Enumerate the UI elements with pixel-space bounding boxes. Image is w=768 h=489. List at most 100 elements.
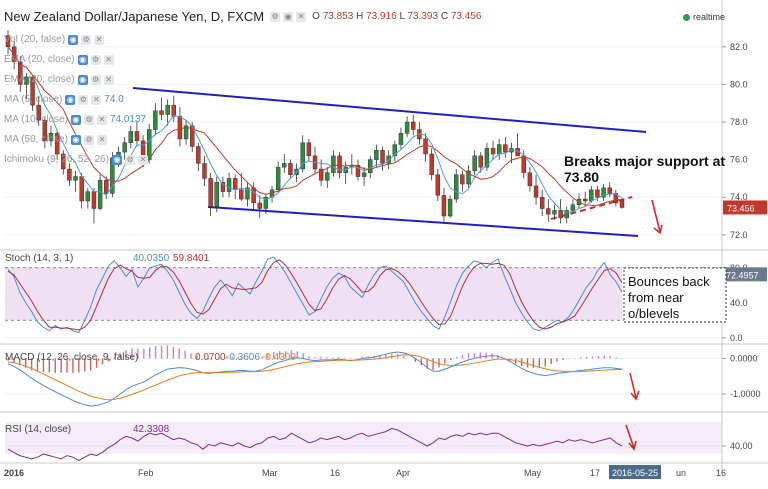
indicator-label: MA (50, close) xyxy=(4,134,68,145)
candle-body xyxy=(533,185,539,198)
gear-icon[interactable]: ⚙ xyxy=(78,94,89,105)
close-icon[interactable]: ✕ xyxy=(103,54,114,65)
gear-icon[interactable]: ⚙ xyxy=(90,54,101,65)
indicator-value: 74.0137 xyxy=(109,114,147,125)
eye-icon[interactable]: ◉ xyxy=(70,114,81,125)
eye-icon[interactable]: ◉ xyxy=(77,74,88,85)
candle-body xyxy=(257,202,262,209)
macd-line xyxy=(7,351,623,407)
arrow-down-icon xyxy=(629,372,637,399)
close-icon[interactable]: ✕ xyxy=(103,74,114,85)
time-tick-label: 16 xyxy=(330,468,340,478)
close-icon[interactable]: ✕ xyxy=(91,94,102,105)
gear-icon[interactable]: ⚙ xyxy=(125,154,136,165)
indicator-row[interactable]: Vol (20, false) ◉ ⚙ ✕ xyxy=(4,34,105,45)
eye-icon[interactable]: ◉ xyxy=(65,94,76,105)
eye-icon[interactable]: ◉ xyxy=(70,134,81,145)
live-dot-icon xyxy=(683,13,690,21)
candle-body xyxy=(570,204,576,211)
eye-icon[interactable]: ◉ xyxy=(112,154,123,165)
indicator-row[interactable]: MA (10, close) ◉ ⚙ ✕ 74.0137 xyxy=(4,114,146,125)
candle-body xyxy=(79,176,84,202)
candle-body xyxy=(460,174,465,185)
candle-body xyxy=(97,180,103,209)
candle-body xyxy=(18,61,23,85)
gear-icon[interactable]: ⚙ xyxy=(81,34,92,45)
candles xyxy=(5,29,625,224)
time-tick-label: Mar xyxy=(262,468,278,478)
candle-body xyxy=(619,199,625,208)
indicator-row[interactable]: EMA (20, close) ◉ ⚙ ✕ xyxy=(4,74,114,85)
candle-body xyxy=(429,153,434,175)
gear-icon[interactable]: ⚙ xyxy=(90,74,101,85)
candle-body xyxy=(558,210,563,219)
indicator-lines xyxy=(7,256,623,461)
candle-body xyxy=(128,131,134,143)
candle-body xyxy=(177,116,183,140)
realtime-label: realtime xyxy=(693,12,726,22)
rsi-line xyxy=(7,427,623,461)
candle-body xyxy=(355,165,361,177)
candle-body xyxy=(36,104,41,121)
candle-body xyxy=(288,163,293,175)
candle-body xyxy=(232,178,238,190)
axis-tick-label: 40.0 xyxy=(730,298,748,308)
chart-title: New Zealand Dollar/Japanese Yen, D, FXCM xyxy=(4,9,265,24)
arrow-down-icon xyxy=(630,390,640,401)
indicator-row[interactable]: MA (50, close) ◉ ⚙ ✕ xyxy=(4,134,107,145)
open-key: O xyxy=(312,11,320,22)
candle-body xyxy=(478,155,483,168)
candle-body xyxy=(595,189,600,198)
candle-body xyxy=(325,172,330,181)
candle-body xyxy=(122,142,127,153)
rsi-value: 42.3308 xyxy=(133,424,170,435)
gear-icon[interactable]: ⚙ xyxy=(83,134,94,145)
candle-body xyxy=(91,191,97,209)
candle-body xyxy=(380,150,385,164)
candle-body xyxy=(386,155,391,164)
candle-body xyxy=(411,121,416,130)
candle-body xyxy=(613,193,619,204)
indicator-row[interactable]: EMA (20, close) ◉ ⚙ ✕ xyxy=(4,54,114,65)
arrow-down-icon xyxy=(651,199,661,233)
candle-body xyxy=(539,197,545,209)
candle-body xyxy=(73,176,78,181)
candle-body xyxy=(454,174,459,200)
candle-body xyxy=(85,191,91,202)
annotation-arrows xyxy=(625,199,663,451)
indicator-row[interactable]: Ichimoku (9, 26, 52, 26) ◉ ⚙ ✕ xyxy=(4,154,149,165)
close-icon[interactable]: ✕ xyxy=(96,134,107,145)
candle-body xyxy=(300,142,305,170)
candle-body xyxy=(466,170,471,185)
candle-body xyxy=(441,195,447,217)
axis-tick-label: 82.0 xyxy=(730,42,748,52)
candle-body xyxy=(24,76,29,85)
gear-icon[interactable]: ⚙ xyxy=(83,114,94,125)
rsi-label: RSI (14, close) xyxy=(5,424,71,435)
candle-body xyxy=(214,181,219,207)
time-tick-label: un xyxy=(676,468,686,478)
candle-body xyxy=(282,163,287,168)
candle-body xyxy=(134,131,140,142)
ma5-line xyxy=(7,46,623,213)
last-price-tag xyxy=(723,200,767,215)
close-icon[interactable]: ✕ xyxy=(138,154,149,165)
eye-icon[interactable]: ◉ xyxy=(77,54,88,65)
support-annotation-line1: Breaks major support at xyxy=(564,153,725,169)
close-icon[interactable]: ✕ xyxy=(94,34,105,45)
indicator-row[interactable]: MA (5, close) ◉ ⚙ ✕ 74.0 xyxy=(4,94,124,105)
eye-icon[interactable]: ◉ xyxy=(68,34,79,45)
candle-body xyxy=(67,168,72,181)
hide-eye-icon[interactable]: ◉ xyxy=(283,11,294,22)
support-annotation-line2: 73.80 xyxy=(564,169,599,185)
close-icon[interactable]: ✕ xyxy=(96,114,107,125)
macd-signal-line xyxy=(7,354,622,401)
settings-gear-icon[interactable]: ⚙ xyxy=(270,11,281,22)
bounce-annotation-box xyxy=(623,267,727,323)
close-icon[interactable]: ✕ xyxy=(296,11,307,22)
stoch-value-k: 40.0350 xyxy=(133,253,170,264)
axis-tick-label: 40.00 xyxy=(730,441,753,451)
time-tick-label: Feb xyxy=(138,468,154,478)
candle-body xyxy=(582,198,588,202)
